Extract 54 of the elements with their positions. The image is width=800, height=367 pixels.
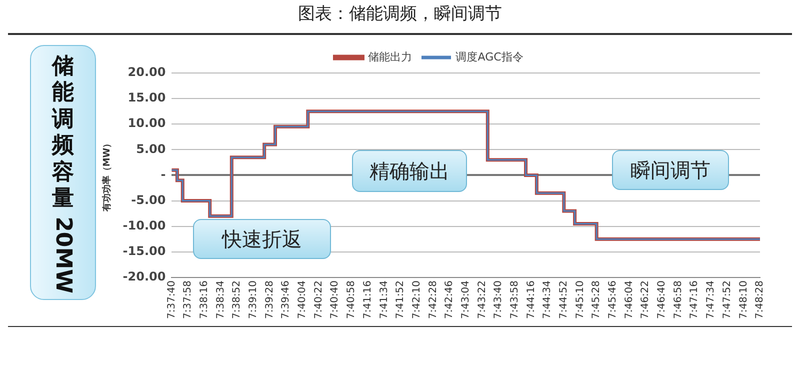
x-tick-label: 7:47:16 xyxy=(689,280,700,320)
y-tick-label: 10.00 xyxy=(128,116,166,130)
x-tick-label: 7:46:04 xyxy=(624,280,635,320)
y-tick-label: -15.00 xyxy=(122,244,166,258)
x-tick-label: 7:39:46 xyxy=(280,280,292,320)
x-tick-label: 7:43:22 xyxy=(476,280,488,320)
x-tick-label: 7:41:52 xyxy=(395,280,406,320)
x-tick-label: 7:45:10 xyxy=(574,280,586,320)
x-tick-label: 7:44:34 xyxy=(542,280,554,320)
legend-label: 调度AGC指令 xyxy=(456,50,524,64)
x-tick-label: 7:44:52 xyxy=(558,280,570,320)
x-tick-label: 7:42:46 xyxy=(444,280,456,320)
x-tick-label: 7:41:34 xyxy=(378,280,390,320)
x-tick-label: 7:46:40 xyxy=(656,280,668,320)
x-tick-label: 7:48:28 xyxy=(754,280,766,320)
annotation: 精确输出 xyxy=(352,150,467,192)
x-tick-label: 7:37:40 xyxy=(166,280,178,320)
y-tick-label: -10.00 xyxy=(122,218,166,232)
x-tick-label: 7:39:28 xyxy=(264,280,276,320)
x-tick-label: 7:46:22 xyxy=(640,280,652,320)
y-axis-title: 有功功率（MW） xyxy=(102,138,113,213)
x-tick-label: 7:43:04 xyxy=(460,280,472,320)
y-tick-label: 15.00 xyxy=(128,90,166,105)
x-tick-label: 7:38:52 xyxy=(232,280,243,320)
x-tick-label: 7:38:16 xyxy=(199,280,210,320)
x-tick-label: 7:40:04 xyxy=(297,280,308,320)
annotation: 快速折返 xyxy=(193,219,331,259)
x-tick-label: 7:43:58 xyxy=(509,280,520,320)
x-tick-label: 7:40:58 xyxy=(346,280,358,320)
x-tick-label: 7:47:52 xyxy=(722,280,733,320)
x-tick-label: 7:44:16 xyxy=(526,280,537,320)
x-tick-label: 7:45:46 xyxy=(608,280,619,320)
legend-label: 储能出力 xyxy=(368,50,412,64)
x-tick-label: 7:47:34 xyxy=(706,280,717,320)
x-tick-label: 7:45:28 xyxy=(591,280,602,320)
x-tick-label: 7:40:22 xyxy=(313,280,324,320)
x-tick-label: 7:39:10 xyxy=(248,280,260,320)
x-tick-label: 7:48:10 xyxy=(738,280,750,320)
x-tick-label: 7:38:34 xyxy=(215,280,226,320)
y-tick-label: -20.00 xyxy=(122,270,166,284)
x-tick-label: 7:46:58 xyxy=(672,280,684,320)
annotation: 瞬间调节 xyxy=(612,150,729,190)
y-tick-label: - xyxy=(160,167,166,182)
y-tick-label: 20.00 xyxy=(128,65,166,80)
x-tick-label: 7:42:28 xyxy=(428,280,439,320)
x-tick-label: 7:43:40 xyxy=(493,280,504,320)
x-tick-label: 7:37:58 xyxy=(182,280,194,320)
text: 储能调频容量 20MW xyxy=(50,54,76,294)
chart-title: 图表：储能调频，瞬间调节 xyxy=(297,3,503,25)
x-tick-label: 7:40:40 xyxy=(330,280,341,320)
y-tick-label: -5.00 xyxy=(131,192,166,207)
x-tick-label: 7:42:10 xyxy=(411,280,422,320)
x-tick-label: 7:41:16 xyxy=(362,280,374,320)
y-tick-label: 5.00 xyxy=(136,142,166,156)
